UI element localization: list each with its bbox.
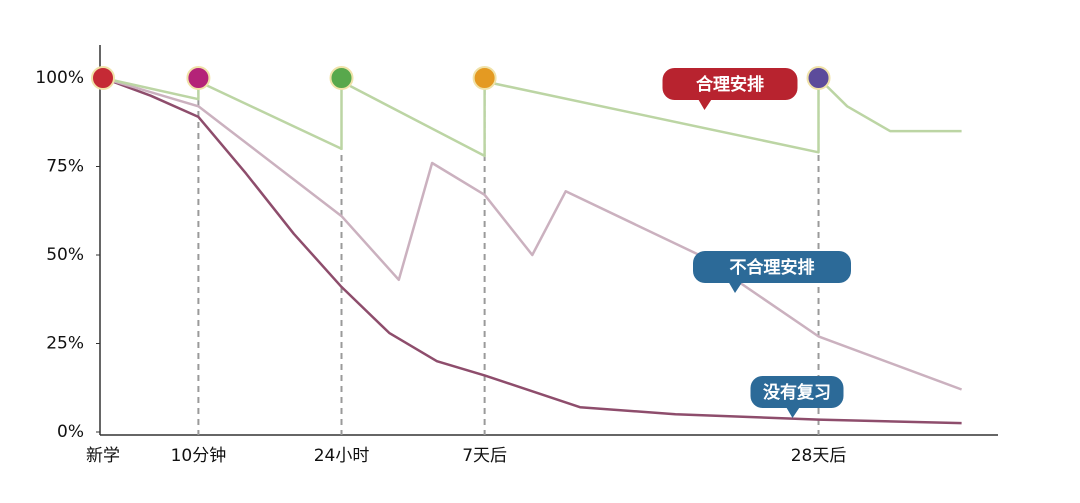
y-tick-label: 50% <box>46 245 84 265</box>
legend-label: 不合理安排 <box>730 257 815 278</box>
x-tick-label: 24小时 <box>314 446 370 466</box>
x-tick-label: 7天后 <box>462 446 507 466</box>
review-marker <box>806 66 831 90</box>
legend-label: 合理安排 <box>696 74 764 95</box>
callout-box <box>662 68 798 100</box>
x-tick-label: 新学 <box>86 446 120 466</box>
y-tick-label: 0% <box>57 422 84 442</box>
y-tick-label: 25% <box>46 334 84 354</box>
legend-label: 没有复习 <box>763 382 831 403</box>
line <box>102 76 963 391</box>
callout-box <box>750 376 844 408</box>
callout-tail <box>785 406 801 418</box>
x-tick-label: 10分钟 <box>171 446 227 466</box>
callout: 没有复习 <box>750 376 844 418</box>
callout-box <box>693 251 851 283</box>
callout: 合理安排 <box>662 68 798 110</box>
y-tick-label: 75% <box>46 157 84 177</box>
x-tick-label: 28天后 <box>791 446 847 466</box>
review-marker <box>329 66 354 90</box>
callout: 不合理安排 <box>693 251 851 293</box>
line <box>102 76 962 158</box>
review-marker <box>186 66 211 90</box>
line <box>102 76 962 425</box>
review-marker <box>91 66 115 90</box>
y-tick-label: 100% <box>35 68 84 88</box>
callout-tail <box>728 281 743 293</box>
review-marker <box>472 66 497 90</box>
callout-tail <box>697 98 713 110</box>
